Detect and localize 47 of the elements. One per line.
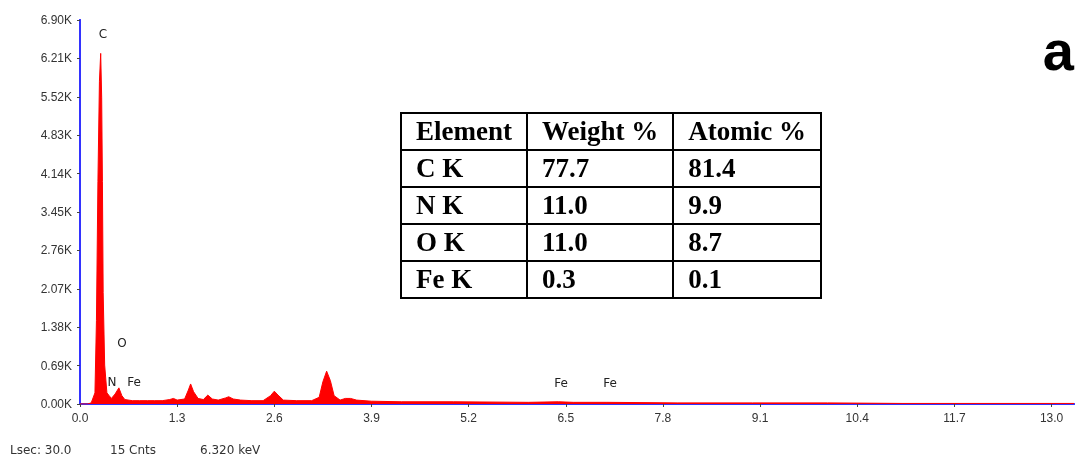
annotation: Fe bbox=[603, 376, 617, 390]
y-tick-label: 6.21K bbox=[40, 51, 72, 66]
category-label: N K bbox=[416, 190, 464, 220]
x-tick-label: 1.3 bbox=[168, 411, 186, 425]
annotation: C bbox=[98, 27, 108, 41]
text: 6.320 keV bbox=[200, 443, 262, 457]
x-tick-label: 5.2 bbox=[460, 411, 478, 425]
text: Lsec: 30.0 bbox=[10, 443, 72, 457]
y-tick-label: 0.69K bbox=[40, 358, 72, 373]
text: 11.0 bbox=[541, 227, 588, 257]
y-tick-label: 2.07K bbox=[40, 281, 72, 296]
x-tick-label: 7.8 bbox=[654, 411, 672, 425]
annotation: a bbox=[1042, 18, 1075, 82]
x-tick-label: 9.1 bbox=[751, 411, 769, 425]
y-tick-label: 5.52K bbox=[40, 89, 72, 104]
text: 77.7 bbox=[541, 153, 590, 183]
category-label: C K bbox=[416, 153, 464, 183]
x-tick-label: 10.4 bbox=[845, 411, 870, 425]
text: Element bbox=[401, 113, 527, 150]
x-tick-label: 2.6 bbox=[265, 411, 283, 425]
text: 11.0 bbox=[541, 190, 588, 220]
category-label: Atomic % bbox=[673, 113, 821, 150]
text: 15 Cnts bbox=[110, 443, 157, 457]
annotation: Fe bbox=[127, 375, 141, 389]
annotation: N bbox=[107, 375, 117, 389]
annotation: O bbox=[117, 336, 127, 350]
y-tick-label: 3.45K bbox=[40, 205, 72, 219]
y-tick-label: 6.90K bbox=[40, 13, 72, 27]
x-tick-label: 0.0 bbox=[71, 411, 89, 425]
text: 0.1 bbox=[688, 264, 722, 294]
annotation: Fe bbox=[554, 376, 568, 390]
text: 8.7 bbox=[688, 227, 722, 257]
category-label: Fe K bbox=[416, 264, 473, 294]
y-tick-label: 1.38K bbox=[40, 320, 72, 335]
x-tick-label: 6.5 bbox=[557, 411, 575, 425]
x-tick-label: 11.7 bbox=[943, 411, 966, 425]
y-tick-label: 4.14K bbox=[40, 166, 72, 181]
text: 9.9 bbox=[688, 190, 722, 220]
y-tick-label: 4.83K bbox=[40, 128, 72, 143]
y-tick-label: 0.00K bbox=[40, 397, 72, 411]
category-label: O K bbox=[416, 227, 465, 257]
category-label: Weight % bbox=[526, 113, 674, 150]
y-tick-label: 2.76K bbox=[40, 243, 72, 258]
text: 81.4 bbox=[688, 153, 736, 183]
x-tick-label: 3.9 bbox=[363, 411, 381, 425]
x-tick-label: 13.0 bbox=[1039, 411, 1064, 425]
text: 0.3 bbox=[541, 264, 576, 294]
